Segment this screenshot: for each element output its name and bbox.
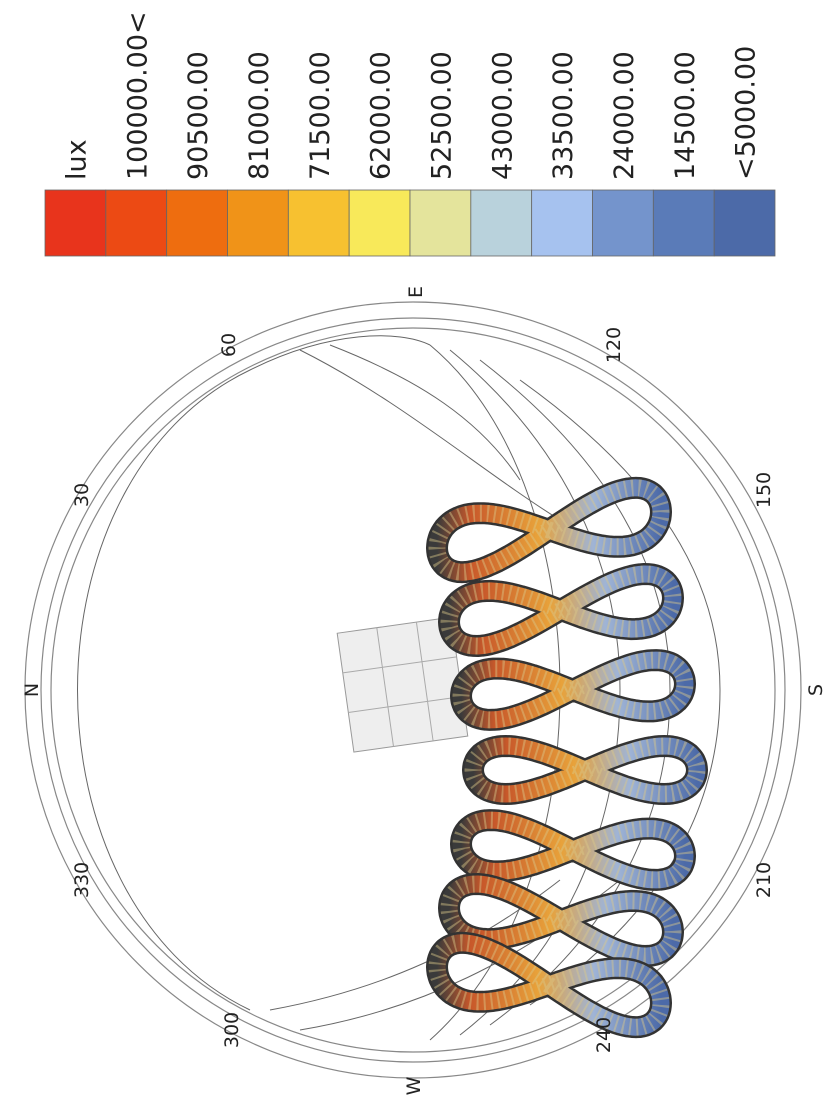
legend-swatch: [592, 189, 654, 257]
analemma-hatch: [428, 479, 670, 581]
legend-label: 24000.00: [609, 51, 640, 180]
legend-label: 62000.00: [366, 51, 397, 180]
legend-label: 81000.00: [244, 51, 275, 180]
legend-swatch: [409, 189, 472, 257]
legend-swatch: [287, 189, 350, 257]
legend-label: lux: [61, 139, 92, 180]
legend-label: 90500.00: [183, 51, 214, 180]
compass-label: 240: [593, 1017, 615, 1053]
legend-swatch: [652, 189, 715, 257]
compass-label: S: [805, 684, 827, 696]
compass-label: 150: [753, 472, 775, 508]
analemma: [440, 565, 682, 655]
altitude-line: [449, 349, 621, 1036]
legend-swatch: [44, 189, 107, 257]
horizon-ring: [50, 327, 776, 1053]
azimuth-line: [329, 344, 521, 481]
analemma-hatch: [440, 565, 682, 655]
legend-swatch: [713, 189, 776, 257]
legend-label: 43000.00: [487, 51, 518, 180]
legend-label: 33500.00: [548, 51, 579, 180]
legend-label: <5000.00: [731, 46, 762, 180]
compass-labels: E S N W 60 30 330 300 120 150 210 240: [21, 286, 827, 1095]
compass-label: 60: [218, 333, 240, 357]
compass-label: 120: [603, 327, 625, 363]
legend-label: 100000.00<: [122, 11, 153, 180]
compass-label: 330: [71, 862, 93, 898]
analemmas: [426, 476, 708, 1039]
dome-edge: [77, 335, 431, 1011]
analemma: [452, 811, 694, 889]
analemma-hatch: [464, 737, 706, 803]
analemma-hatch: [440, 875, 682, 965]
azimuth-line: [299, 349, 561, 521]
outer-ring: [24, 301, 802, 1079]
analemma-hatch: [428, 934, 670, 1036]
analemma: [452, 651, 694, 729]
legend-swatch: [227, 189, 289, 257]
compass-label: E: [405, 286, 427, 298]
legend-swatch: [105, 189, 168, 257]
analemma-hatch: [452, 651, 694, 729]
building-grid: [342, 622, 463, 747]
compass-label: 210: [753, 862, 775, 898]
inner-ring: [40, 317, 786, 1063]
legend-swatch: [531, 189, 593, 257]
analemma: [440, 875, 682, 965]
analemma: [428, 934, 670, 1036]
legend-label: 52500.00: [426, 51, 457, 180]
compass-label: 30: [71, 483, 93, 507]
legend-swatch: [348, 189, 411, 257]
legend-swatch: [470, 189, 533, 257]
legend-label: 14500.00: [670, 51, 701, 180]
analemma: [428, 479, 670, 581]
compass-label: 300: [221, 1012, 243, 1048]
legend: lux 100000.00< 90500.00 81000.00 71500.00 620…: [44, 11, 776, 257]
legend-label: 71500.00: [305, 51, 336, 180]
legend-swatch: [166, 189, 228, 257]
analemma-hatch: [452, 811, 694, 889]
compass-label: W: [403, 1076, 425, 1095]
analemma: [464, 737, 706, 803]
building: [336, 616, 469, 753]
compass-label: N: [21, 683, 43, 697]
